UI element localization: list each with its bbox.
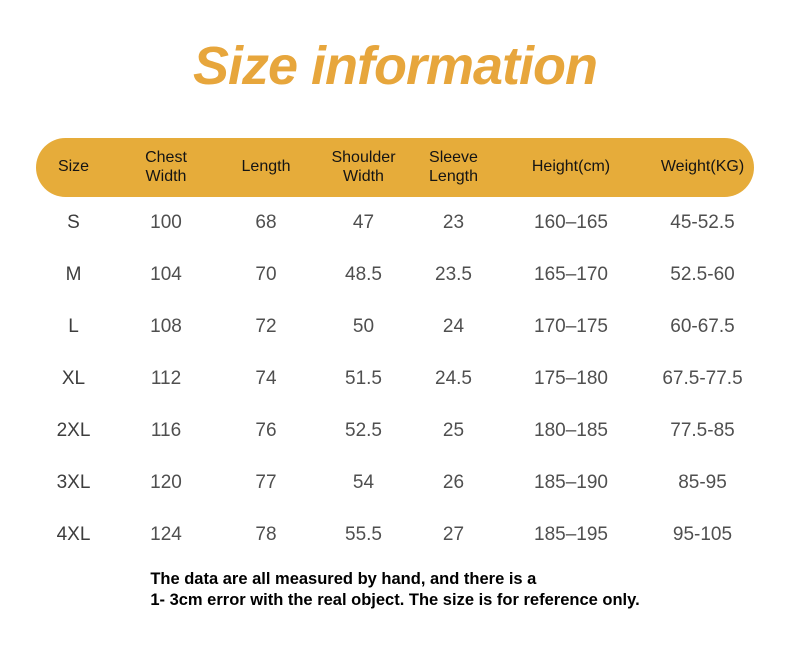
table-cell: 180–185 bbox=[534, 420, 608, 441]
table-cell: 60-67.5 bbox=[670, 316, 735, 337]
table-cell: 185–195 bbox=[534, 524, 608, 545]
size-label: S bbox=[67, 212, 80, 233]
table-cell: 26 bbox=[442, 472, 465, 493]
size-table: Size Chest Width Length Shoulder Width S… bbox=[36, 138, 754, 561]
column-header-size: Size bbox=[57, 158, 90, 176]
table-cell: 170–175 bbox=[534, 316, 608, 337]
column-header-shoulder-width: Shoulder Width bbox=[331, 149, 396, 185]
table-cell: 72 bbox=[255, 316, 277, 337]
table-cell: 175–180 bbox=[534, 368, 608, 389]
table-cell: 67.5-77.5 bbox=[662, 368, 743, 389]
table-cell: 52.5-60 bbox=[670, 264, 735, 285]
table-cell: 27 bbox=[442, 524, 465, 545]
table-row: XL 112 74 51.5 24.5 175–180 67.5-77.5 bbox=[36, 353, 754, 405]
table-cell: 112 bbox=[150, 368, 182, 389]
table-body: S 100 68 47 23 160–165 45-52.5 M 104 70 48.5 23.5 16… bbox=[36, 197, 754, 561]
size-label: 2XL bbox=[56, 420, 91, 441]
table-header-row: Size Chest Width Length Shoulder Width S… bbox=[36, 138, 754, 197]
table-cell: 104 bbox=[150, 264, 182, 285]
table-cell: 55.5 bbox=[345, 524, 382, 545]
table-cell: 47 bbox=[352, 212, 375, 233]
footnote-line1: The data are all measured by hand, and t… bbox=[150, 570, 537, 588]
table-cell: 78 bbox=[255, 524, 277, 545]
table-row: M 104 70 48.5 23.5 165–170 52.5-60 bbox=[36, 249, 754, 301]
column-header-weight: Weight(KG) bbox=[660, 158, 745, 176]
table-cell: 108 bbox=[150, 316, 182, 337]
column-header-length: Length bbox=[241, 158, 291, 176]
column-header-sleeve-length: Sleeve Length bbox=[429, 149, 478, 185]
table-cell: 24.5 bbox=[435, 368, 472, 389]
table-row: L 108 72 50 24 170–175 60-67.5 bbox=[36, 301, 754, 353]
table-cell: 124 bbox=[150, 524, 182, 545]
size-label: XL bbox=[61, 368, 86, 389]
size-label: M bbox=[65, 264, 82, 285]
table-cell: 23.5 bbox=[435, 264, 472, 285]
table-cell: 48.5 bbox=[345, 264, 382, 285]
page-title: Size information bbox=[192, 36, 598, 96]
table-cell: 54 bbox=[352, 472, 375, 493]
table-cell: 165–170 bbox=[534, 264, 608, 285]
table-cell: 50 bbox=[352, 316, 375, 337]
column-header-chest-width: Chest Width bbox=[145, 149, 187, 185]
table-cell: 85-95 bbox=[678, 472, 727, 493]
size-label: 4XL bbox=[56, 524, 91, 545]
column-header-height: Height(cm) bbox=[531, 158, 611, 176]
table-cell: 45-52.5 bbox=[670, 212, 735, 233]
table-cell: 25 bbox=[442, 420, 465, 441]
footnote-line2: 1- 3cm error with the real object. The s… bbox=[150, 591, 640, 609]
table-cell: 77.5-85 bbox=[670, 420, 735, 441]
table-cell: 185–190 bbox=[534, 472, 608, 493]
table-cell: 120 bbox=[150, 472, 182, 493]
table-cell: 74 bbox=[255, 368, 277, 389]
table-cell: 76 bbox=[255, 420, 277, 441]
table-row: 4XL 124 78 55.5 27 185–195 95-105 bbox=[36, 509, 754, 561]
table-row: 3XL 120 77 54 26 185–190 85-95 bbox=[36, 457, 754, 509]
table-cell: 160–165 bbox=[534, 212, 608, 233]
size-chart-page: Size information Size Chest Width Length… bbox=[0, 34, 790, 611]
size-label: L bbox=[68, 316, 79, 337]
table-cell: 51.5 bbox=[345, 368, 382, 389]
footnote: The data are all measured by hand, and t… bbox=[150, 569, 639, 611]
table-cell: 24 bbox=[442, 316, 465, 337]
table-cell: 77 bbox=[255, 472, 277, 493]
table-cell: 100 bbox=[150, 212, 182, 233]
table-cell: 68 bbox=[255, 212, 277, 233]
table-row: S 100 68 47 23 160–165 45-52.5 bbox=[36, 197, 754, 249]
table-cell: 70 bbox=[255, 264, 277, 285]
table-cell: 23 bbox=[442, 212, 465, 233]
table-cell: 116 bbox=[150, 420, 182, 441]
size-label: 3XL bbox=[56, 472, 91, 493]
table-cell: 52.5 bbox=[345, 420, 382, 441]
table-cell: 95-105 bbox=[672, 524, 733, 545]
table-row: 2XL 116 76 52.5 25 180–185 77.5-85 bbox=[36, 405, 754, 457]
